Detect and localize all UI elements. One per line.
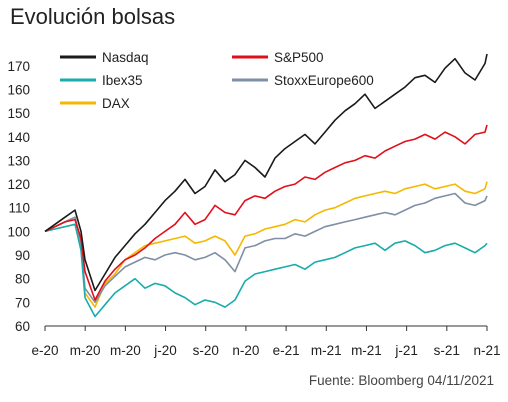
- y-tick-label: 100: [7, 224, 30, 239]
- x-tick-label: m-20: [70, 343, 101, 358]
- legend-label-stoxxeurope600: StoxxEurope600: [274, 73, 374, 88]
- series-line-sp500: [44, 124, 488, 301]
- y-tick-label: 60: [15, 319, 30, 334]
- y-tick-label: 80: [15, 272, 30, 287]
- y-tick-label: 140: [7, 130, 30, 145]
- series-line-nasdaq: [44, 53, 488, 292]
- y-tick-label: 130: [7, 153, 30, 168]
- y-tick-label: 70: [15, 295, 30, 310]
- legend-label-dax: DAX: [102, 96, 130, 111]
- x-tick-label: j-20: [153, 343, 177, 358]
- source-note: Fuente: Bloomberg 04/11/2021: [308, 373, 494, 388]
- x-tick-label: s-21: [434, 343, 460, 358]
- series-line-stoxxeurope600: [44, 192, 488, 304]
- legend-swatch-dax: [60, 101, 96, 105]
- x-tick-label: m-21: [351, 343, 382, 358]
- y-tick-label: 110: [8, 201, 30, 216]
- series-line-ibex35: [44, 223, 488, 318]
- chart-title: Evolución bolsas: [10, 4, 176, 29]
- legend-label-ibex35: Ibex35: [102, 73, 143, 88]
- legend-label-sp500: S&P500: [274, 50, 324, 65]
- legend-swatch-nasdaq: [60, 55, 96, 59]
- legend-swatch-ibex35: [60, 78, 96, 82]
- legend-swatch-stoxxeurope600: [232, 78, 268, 82]
- x-tick-label: j-21: [394, 343, 418, 358]
- x-tick-label: m-20: [110, 343, 141, 358]
- x-tick-label: m-21: [311, 343, 342, 358]
- x-tick-label: e-20: [31, 343, 58, 358]
- x-tick-label: n-20: [232, 343, 259, 358]
- x-tick-label: e-21: [273, 343, 300, 358]
- x-tick-label: n-21: [473, 343, 500, 358]
- y-tick-label: 160: [7, 82, 30, 97]
- series-line-dax: [44, 181, 488, 308]
- legend-swatch-sp500: [232, 55, 268, 59]
- y-tick-label: 150: [7, 106, 30, 121]
- x-tick-label: s-20: [193, 343, 219, 358]
- legend-label-nasdaq: Nasdaq: [102, 50, 149, 65]
- y-tick-label: 90: [15, 248, 30, 263]
- y-tick-label: 120: [7, 177, 30, 192]
- y-tick-label: 170: [7, 59, 30, 74]
